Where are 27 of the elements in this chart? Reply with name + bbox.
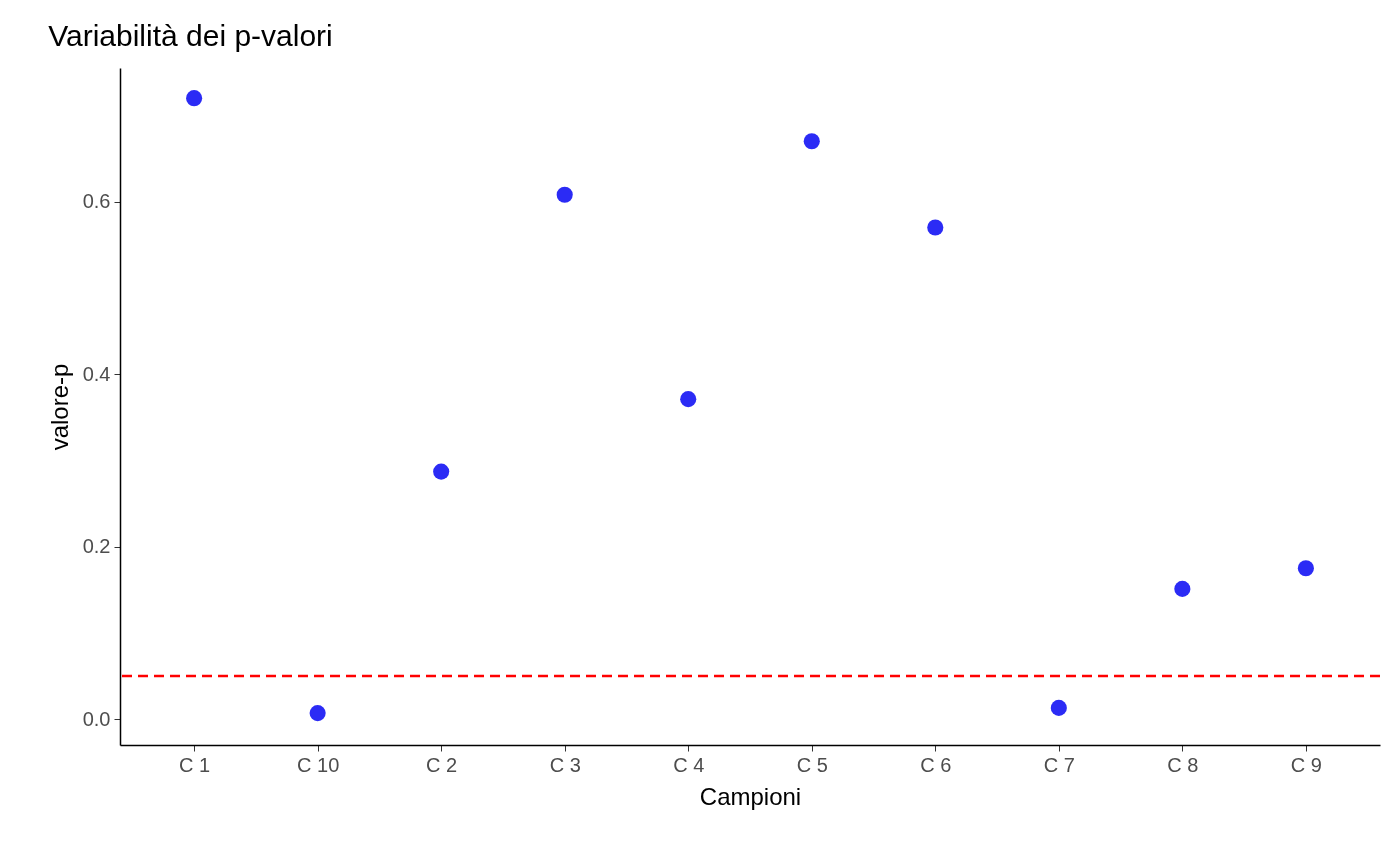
y-tick-label: 0.0 bbox=[82, 707, 111, 730]
y-tick-label: 0.4 bbox=[82, 362, 111, 385]
point bbox=[433, 463, 450, 480]
point bbox=[1297, 560, 1314, 577]
point bbox=[803, 133, 820, 150]
x-tick-label: C 9 bbox=[1290, 753, 1322, 776]
x-tick-label: C 7 bbox=[1043, 753, 1075, 776]
x-tick-label: C 8 bbox=[1167, 753, 1199, 776]
x-tick-label: C 5 bbox=[796, 753, 828, 776]
x-tick-label: C 1 bbox=[179, 753, 211, 776]
chart-title: Variabilità dei p-valori bbox=[48, 19, 333, 52]
x-tick-label: C 3 bbox=[549, 753, 581, 776]
x-tick-label: C 4 bbox=[673, 753, 705, 776]
x-tick-label: C 10 bbox=[297, 753, 340, 776]
point bbox=[309, 705, 326, 722]
point bbox=[556, 186, 573, 203]
point bbox=[680, 391, 697, 408]
point bbox=[1050, 699, 1067, 716]
point bbox=[1174, 580, 1191, 597]
x-tick-label: C 6 bbox=[920, 753, 952, 776]
y-tick-label: 0.6 bbox=[82, 190, 111, 213]
y-axis-title: valore-p bbox=[45, 363, 73, 451]
y-tick-label: 0.2 bbox=[82, 535, 111, 558]
x-tick-label: C 2 bbox=[426, 753, 458, 776]
point bbox=[927, 219, 944, 236]
x-axis-title: Campioni bbox=[699, 782, 802, 810]
point bbox=[186, 90, 203, 107]
